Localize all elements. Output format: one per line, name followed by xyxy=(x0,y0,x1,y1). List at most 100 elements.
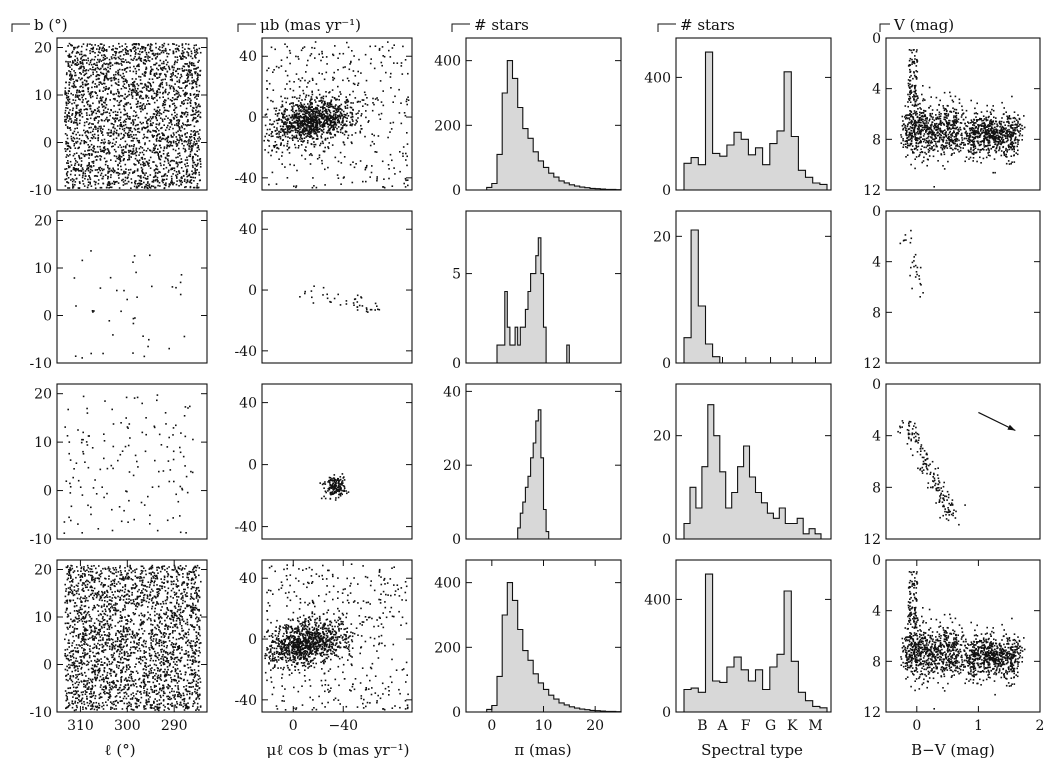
data-point xyxy=(89,140,92,142)
data-point xyxy=(102,73,105,75)
data-point xyxy=(145,85,148,88)
data-point xyxy=(190,146,192,148)
data-point xyxy=(161,118,164,121)
data-point xyxy=(114,47,117,50)
data-point xyxy=(904,146,907,148)
data-point xyxy=(184,94,187,96)
data-point xyxy=(111,57,113,60)
data-point xyxy=(170,181,172,184)
data-point xyxy=(340,127,343,129)
data-point xyxy=(103,44,105,47)
data-point xyxy=(355,122,357,125)
data-point xyxy=(113,118,115,120)
data-point xyxy=(196,98,198,100)
data-point xyxy=(305,118,308,120)
data-point xyxy=(192,160,194,162)
data-point xyxy=(128,88,131,90)
data-point xyxy=(338,95,340,98)
data-point xyxy=(106,77,108,80)
data-point xyxy=(307,111,309,114)
data-point xyxy=(180,179,183,182)
data-point xyxy=(143,46,145,49)
data-point xyxy=(162,120,164,122)
data-point xyxy=(96,48,98,50)
data-point xyxy=(115,141,117,143)
data-point xyxy=(293,114,296,117)
data-point xyxy=(88,105,91,108)
data-point xyxy=(310,122,313,125)
data-point xyxy=(357,70,359,73)
data-point xyxy=(283,111,285,113)
data-point xyxy=(169,126,172,128)
data-point xyxy=(141,151,144,154)
data-point xyxy=(309,126,312,129)
data-point xyxy=(139,97,141,99)
data-point xyxy=(359,100,361,103)
data-point xyxy=(128,157,130,159)
data-point xyxy=(186,143,189,146)
data-point xyxy=(173,169,176,172)
data-point xyxy=(187,142,190,144)
data-point xyxy=(977,119,980,121)
data-point xyxy=(184,48,186,50)
data-point xyxy=(298,110,300,112)
data-point xyxy=(340,183,342,185)
data-point xyxy=(70,179,72,181)
data-point xyxy=(365,180,367,183)
data-point xyxy=(91,137,94,140)
data-point xyxy=(310,110,313,112)
data-point xyxy=(112,93,114,96)
data-point xyxy=(114,120,117,123)
data-point xyxy=(405,100,408,103)
data-point xyxy=(346,101,348,103)
data-point xyxy=(123,134,126,137)
data-point xyxy=(945,136,948,138)
data-point xyxy=(389,153,392,156)
data-point xyxy=(97,127,99,130)
data-point xyxy=(69,66,71,68)
data-point xyxy=(132,85,134,88)
data-point xyxy=(345,96,347,98)
data-point xyxy=(303,113,306,116)
data-point xyxy=(162,66,164,69)
data-point xyxy=(347,46,350,49)
data-point xyxy=(73,48,75,51)
data-point xyxy=(950,154,953,156)
data-point xyxy=(117,78,120,81)
data-point xyxy=(175,136,178,138)
data-point xyxy=(103,157,106,160)
data-point xyxy=(132,148,135,150)
data-point xyxy=(149,84,152,86)
data-point xyxy=(1001,136,1004,138)
data-point xyxy=(277,113,279,115)
data-point xyxy=(136,186,139,189)
data-point xyxy=(150,43,152,45)
data-point xyxy=(320,121,322,123)
data-point xyxy=(156,135,158,137)
data-point xyxy=(323,120,325,123)
data-point xyxy=(157,172,159,174)
data-point xyxy=(168,184,171,186)
data-point xyxy=(311,105,313,108)
data-point xyxy=(109,183,112,185)
data-point xyxy=(311,186,314,189)
data-point xyxy=(113,93,115,95)
data-point xyxy=(71,68,73,71)
data-point xyxy=(132,121,135,123)
data-point xyxy=(268,82,271,85)
data-point xyxy=(374,98,377,100)
data-point xyxy=(98,100,100,102)
header-mub-text: μb (mas yr⁻¹) xyxy=(260,16,361,34)
data-point xyxy=(134,53,137,55)
data-point xyxy=(143,187,146,189)
data-point xyxy=(148,162,150,165)
data-point xyxy=(967,138,970,140)
data-point xyxy=(97,134,100,137)
data-point xyxy=(145,87,148,90)
data-point xyxy=(368,120,370,122)
data-point xyxy=(301,116,303,119)
data-point xyxy=(275,110,277,112)
data-point xyxy=(1009,139,1012,142)
data-point xyxy=(335,104,337,106)
